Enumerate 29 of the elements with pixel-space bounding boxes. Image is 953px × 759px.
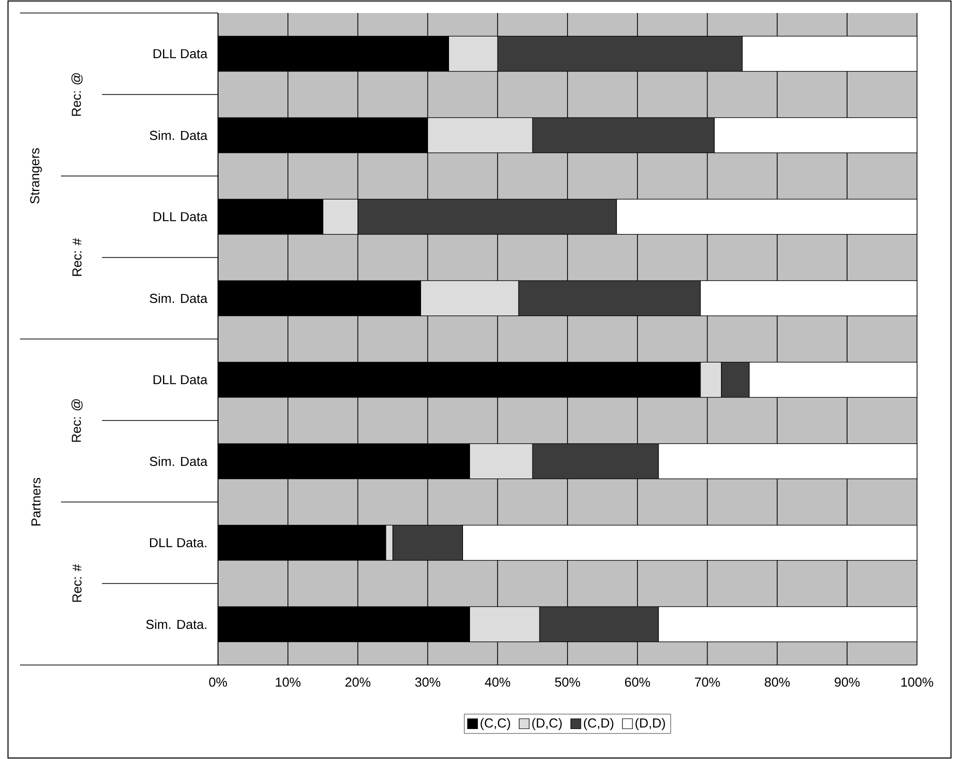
text: Rec: #: [72, 564, 82, 602]
y-tick-label: DLL Data: [154, 375, 208, 384]
y-tick-label: Sim. Data.: [146, 619, 206, 630]
text: Rec: @: [71, 73, 83, 116]
y-tick-label: DLL Data: [154, 212, 208, 222]
y-tick-label: Sim. Data: [150, 130, 208, 140]
legend-label: (D,C): [532, 718, 562, 730]
x-tick-label: 0%: [209, 678, 227, 687]
y-tick-label: DLL Data.: [150, 538, 206, 548]
x-tick-label: 90%: [834, 678, 860, 687]
x-tick-label: 10%: [276, 678, 300, 687]
x-tick-label: 20%: [345, 678, 370, 687]
y-tick-label: DLL Data: [154, 49, 208, 58]
x-tick-label: 30%: [415, 678, 440, 687]
x-tick-label: 40%: [484, 678, 510, 687]
x-tick-label: 60%: [625, 678, 650, 687]
y-tick-label: Sim. Data: [150, 456, 208, 466]
text: Strangers: [30, 148, 42, 204]
x-tick-label: 50%: [555, 678, 580, 687]
text: Partners: [31, 478, 41, 526]
x-tick-label: 100%: [901, 678, 934, 687]
legend-label: (C,D): [584, 718, 614, 730]
legend-label: (C,C): [480, 718, 510, 730]
legend-label: (D,D): [636, 718, 665, 730]
text: Rec: #: [72, 238, 82, 276]
y-tick-label: Sim. Data: [150, 293, 208, 304]
text: Rec: @: [71, 399, 83, 442]
x-tick-label: 80%: [764, 678, 790, 687]
x-tick-label: 70%: [694, 678, 720, 687]
